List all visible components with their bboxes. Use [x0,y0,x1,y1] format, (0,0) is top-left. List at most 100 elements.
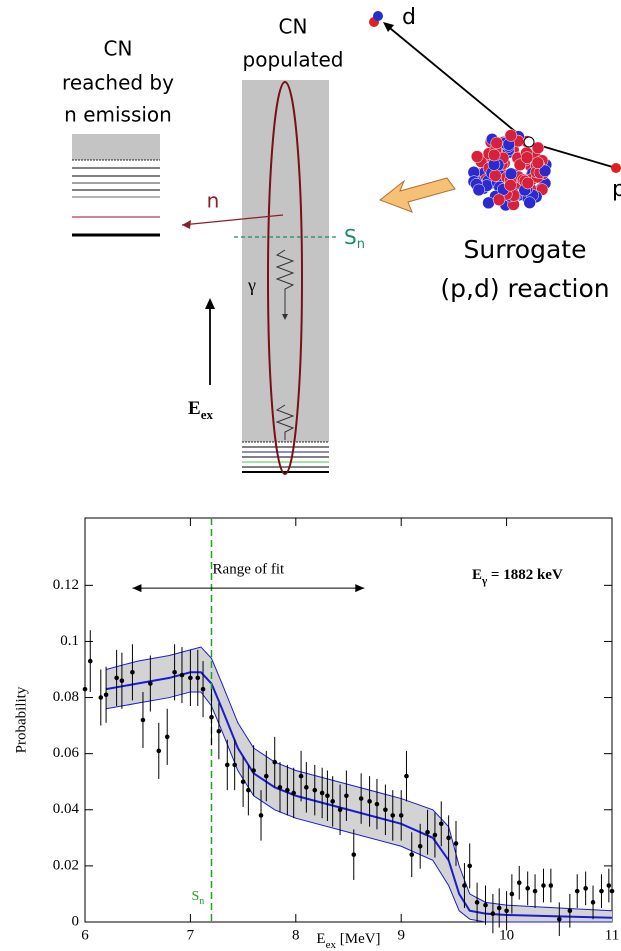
data-point [390,813,396,818]
data-point [103,692,109,698]
nucleon [492,193,506,206]
x-label-sub: ex [326,939,337,951]
x-tick-label: 6 [81,927,89,943]
data-point [304,785,309,790]
gamma-label: γ [247,275,256,295]
data-point [516,880,522,886]
data-point [251,768,256,773]
x-tick-label: 11 [605,927,619,943]
y-tick-label: 0.04 [53,801,80,817]
pickup-point [523,136,535,148]
cn-populated-label: populated [243,48,344,72]
proton [611,163,621,173]
threshold-label: Sn [191,889,204,907]
nucleon [504,167,518,181]
data-point [609,888,615,894]
data-point [148,681,153,686]
data-point [398,813,404,818]
data-point [574,888,580,894]
neutron-arrow [181,214,284,226]
level-continuum [72,134,160,160]
eex-sub: ex [201,407,214,422]
fit-lower [105,691,612,923]
data-point [312,787,318,793]
data-point [232,762,237,768]
data-point [330,799,335,804]
deuteron-track [384,23,529,143]
data-point [140,717,146,723]
arrow-head [205,298,215,309]
nucleon [470,150,484,163]
data-point [119,678,125,684]
data-point [367,799,372,804]
data-point [156,748,162,754]
data-point [224,762,230,768]
nucleon [489,169,502,182]
data-point [606,883,612,888]
data-point [114,675,119,681]
y-tick-label: 0.02 [53,857,79,873]
arrow-head [383,22,394,32]
data-point [599,888,604,894]
energy-label: Eγ = 1882 keV [472,567,563,586]
proton-label: p [612,177,621,202]
data-point [496,905,502,911]
data-point [351,852,357,857]
energy-tail: = 1882 keV [487,567,563,583]
data-point [164,734,170,740]
data-point [409,852,415,857]
data-point [216,728,222,734]
data-point [590,900,596,905]
data-point [272,759,278,765]
nucleon [520,151,534,164]
levels-center [242,441,329,473]
data-point [490,911,496,916]
x-tick-label: 10 [499,927,514,943]
data-point [474,900,480,905]
data-point [504,908,509,914]
data-point [453,841,459,846]
threshold-main: S [191,889,199,904]
data-point [548,883,554,888]
data-point [298,773,304,779]
data-point [483,902,488,908]
y-tick-label: 0.08 [53,689,79,705]
data-point [567,908,573,914]
data-point [130,670,135,675]
energy-sub: γ [481,575,487,587]
eex-label: Eex [188,398,213,422]
sn-main: S [344,225,357,249]
data-point [462,883,467,888]
cn-continuum [242,80,329,442]
transfer-arrow [378,177,456,213]
data-point [263,773,269,779]
nucleon [538,164,552,178]
data-point [291,790,296,796]
cn-populated-label: CN [279,15,308,39]
data-point [404,773,409,779]
data-point [319,790,325,796]
data-point [344,793,349,799]
y-tick-label: 0.12 [53,577,79,593]
data-point [467,863,473,869]
data-point [438,821,444,827]
nucleon [521,176,535,190]
data-point [200,686,206,692]
data-point [509,891,515,897]
cn-reached-label: n emission [64,103,172,127]
data-point [98,695,104,700]
cn-reached-label: CN [104,37,133,61]
data-point [425,829,430,835]
y-tick-label: 0.1 [60,633,79,649]
x-label-tail: [MeV] [336,931,381,947]
data-point [374,801,380,807]
range-label: Range of fit [213,562,285,578]
nucleon [487,148,501,162]
nucleon [531,141,545,155]
gamma-cascade [275,249,295,319]
nucleon [523,196,536,209]
arrow-head [282,314,288,320]
data-point [325,793,330,799]
eex-main: E [188,398,201,419]
